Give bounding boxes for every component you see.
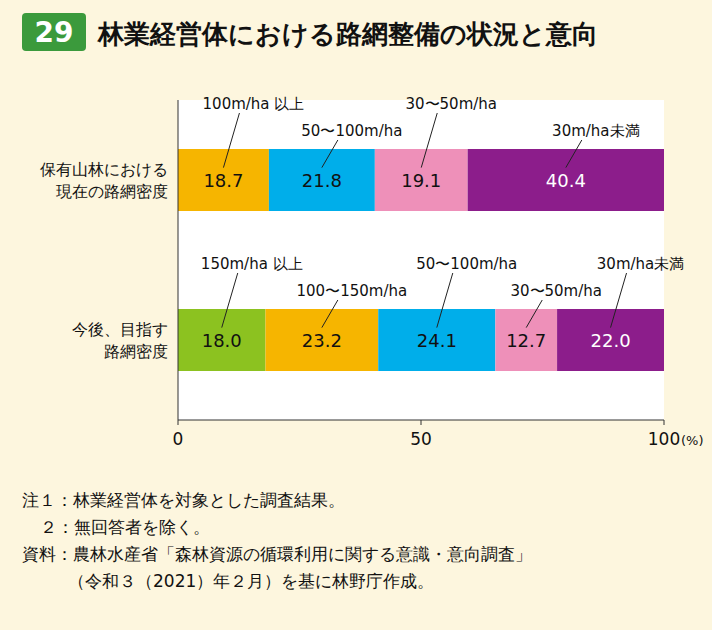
data-label: 18.0 (202, 330, 242, 351)
plot-area (178, 100, 664, 420)
category-label-line: 保有山林における (40, 160, 168, 179)
tick-mark (664, 420, 665, 425)
bar-segment (557, 309, 664, 371)
segment-name: 50〜100m/ha (416, 255, 517, 273)
tick-label: 50 (410, 429, 432, 449)
leader-line (566, 140, 582, 168)
data-label: 12.7 (506, 330, 546, 351)
leader-line (437, 273, 453, 328)
title: 林業経営体における路網整備の状況と意向 (97, 19, 598, 49)
axis-unit: (%) (681, 433, 704, 448)
figure-number: 29 (35, 16, 74, 49)
segment-name: 30m/ha未満 (552, 122, 639, 140)
bar-segment (178, 309, 265, 371)
category-label-line: 今後、目指す (72, 320, 168, 339)
category-label-line: 現在の路網密度 (56, 182, 168, 201)
labels: 保有山林における現在の路網密度 18.7 100m/ha 以上 21.8 50〜100m… (40, 95, 684, 361)
segment-name: 150m/ha 以上 (201, 255, 303, 273)
tick-label: 0 (173, 429, 184, 449)
segment-name: 50〜100m/ha (301, 122, 402, 140)
segment-name: 30〜50m/ha (510, 282, 602, 300)
bar-segment (378, 309, 495, 371)
leader-line (421, 113, 437, 168)
segment-name: 30〜50m/ha (405, 95, 497, 113)
data-label: 21.8 (302, 170, 342, 191)
leader-line (222, 273, 238, 328)
data-label: 18.7 (203, 170, 243, 191)
bars (178, 149, 664, 371)
tick-mark (421, 420, 422, 425)
leader-line (322, 300, 338, 328)
leader-line (223, 113, 239, 168)
leader-line (526, 300, 542, 328)
data-label: 19.1 (401, 170, 441, 191)
bar-segment (269, 149, 375, 211)
bar-segment (495, 309, 557, 371)
segment-name: 100m/ha 以上 (203, 95, 305, 113)
bar-segment (265, 309, 378, 371)
bar-segment (468, 149, 664, 211)
leader-line (611, 273, 627, 328)
source: 資料：農林水産省「森林資源の循環利用に関する意識・意向調査」 (22, 544, 532, 564)
figure-number-box (22, 13, 86, 51)
data-label: 22.0 (591, 330, 631, 351)
tick-label: 100 (648, 429, 680, 449)
tick-mark (178, 420, 179, 425)
data-label: 24.1 (417, 330, 457, 351)
segment-name: 30m/ha未満 (597, 255, 684, 273)
axis-line (178, 100, 179, 420)
bar-segment (375, 149, 468, 211)
note: 注１：林業経営体を対象とした調査結果。 (22, 490, 345, 510)
segment-name: 100〜150m/ha (297, 282, 408, 300)
category-label-line: 路網密度 (104, 342, 168, 361)
note: ２：無回答者を除く。 (40, 517, 210, 537)
source: （令和３（2021）年２月）を基に林野庁作成。 (68, 571, 434, 591)
category-label: 保有山林における現在の路網密度 (40, 160, 168, 201)
data-label: 23.2 (302, 330, 342, 351)
background (0, 0, 712, 630)
bar-segment (178, 149, 269, 211)
category-label: 今後、目指す路網密度 (72, 320, 168, 361)
leader-line (322, 140, 338, 168)
data-label: 40.4 (546, 170, 586, 191)
